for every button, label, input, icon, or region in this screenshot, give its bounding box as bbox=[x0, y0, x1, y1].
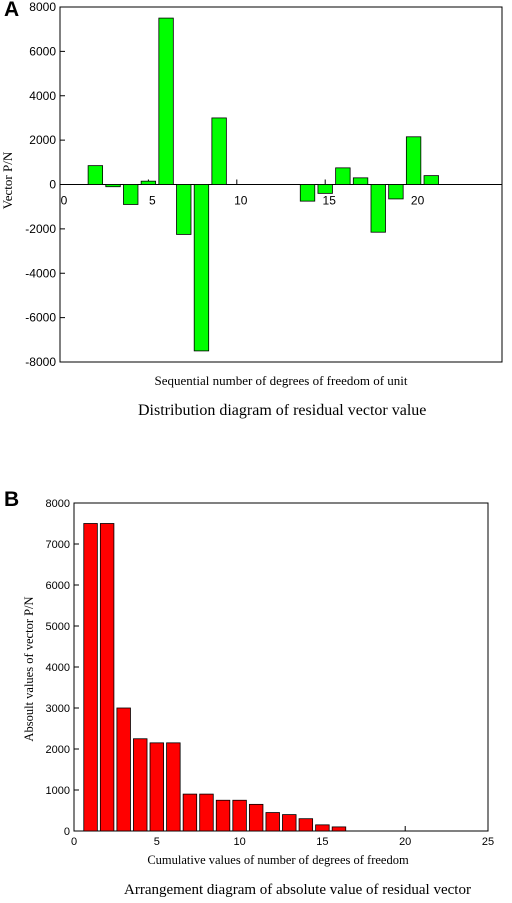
chart-b-bar bbox=[182, 793, 198, 832]
chart-a-bar bbox=[211, 117, 227, 185]
chart-a-y-tick-label: 8000 bbox=[29, 0, 56, 14]
chart-a-bar bbox=[176, 184, 192, 235]
chart-a-bar bbox=[105, 184, 121, 188]
chart-b-y-tick-label: 6000 bbox=[46, 580, 70, 592]
chart-a-y-tick-label: -4000 bbox=[25, 266, 56, 280]
chart-b-y-tick-label: 4000 bbox=[46, 662, 70, 674]
chart-a-bar bbox=[87, 165, 104, 185]
chart-a-x-tick-label: 0 bbox=[61, 194, 68, 208]
chart-b-bar bbox=[282, 814, 297, 832]
chart-b-bar bbox=[248, 803, 264, 832]
chart-b-bar bbox=[232, 799, 247, 832]
chart-b-y-tick-label: 5000 bbox=[46, 621, 70, 633]
chart-b-y-tick-label: 3000 bbox=[46, 703, 70, 715]
chart-b-x-axis-label: Cumulative values of number of degrees o… bbox=[147, 853, 409, 867]
chart-b-bar bbox=[99, 523, 115, 832]
chart-a-bar bbox=[158, 17, 174, 185]
chart-a-x-tick-label: 20 bbox=[411, 194, 425, 208]
chart-b-x-tick-label: 20 bbox=[399, 836, 411, 848]
chart-a-y-tick-label: 6000 bbox=[29, 44, 56, 58]
chart-b-x-tick-label: 25 bbox=[482, 836, 494, 848]
panel-b-caption: Arrangement diagram of absolute value of… bbox=[124, 882, 471, 898]
chart-a-x-axis-label: Sequential number of degrees of freedom … bbox=[154, 373, 407, 388]
chart-a-bar bbox=[140, 180, 157, 185]
chart-b-y-tick-label: 1000 bbox=[46, 785, 70, 797]
chart-a-y-tick-label: -2000 bbox=[25, 222, 56, 236]
chart-a-x-tick-label: 10 bbox=[234, 194, 248, 208]
chart-a-x-tick-label: 5 bbox=[149, 194, 156, 208]
chart-a-bar bbox=[388, 184, 404, 200]
chart-a-bar bbox=[405, 136, 422, 185]
chart-a-bar bbox=[423, 175, 439, 185]
chart-b: 0 1000 2000 3000 4000 5000 6000 7000 8000 0 5 10 15 2… bbox=[22, 498, 494, 867]
chart-b-bar bbox=[116, 707, 131, 832]
chart-a-bar bbox=[193, 184, 210, 352]
chart-a-x-tick-label: 15 bbox=[323, 194, 337, 208]
chart-b-x-tick-label: 0 bbox=[71, 836, 77, 848]
chart-b-bar bbox=[215, 799, 231, 832]
chart-b-bar bbox=[331, 826, 347, 832]
panel-a-caption: Distribution diagram of residual vector … bbox=[138, 402, 427, 419]
panel-a-letter: A bbox=[4, 0, 20, 21]
chart-b-x-tick-label: 10 bbox=[233, 836, 245, 848]
chart-a-bar bbox=[370, 184, 386, 233]
chart-a-bar bbox=[352, 177, 369, 185]
chart-a-bar bbox=[335, 167, 351, 185]
chart-b-bar bbox=[83, 523, 98, 832]
chart-b-bar bbox=[315, 824, 330, 832]
chart-a: -8000 -6000 -4000 -2000 0 2000 4000 6000 8000 0 5 1… bbox=[0, 0, 503, 388]
chart-a-y-tick-label: -6000 bbox=[25, 311, 56, 325]
chart-b-x-tick-label: 15 bbox=[316, 836, 328, 848]
chart-b-bar bbox=[133, 738, 148, 832]
chart-b-bar bbox=[298, 818, 314, 832]
chart-b-y-tick-label: 0 bbox=[64, 826, 70, 838]
chart-b-y-tick-label: 7000 bbox=[46, 539, 70, 551]
chart-a-bar bbox=[317, 184, 333, 194]
chart-b-bar bbox=[199, 793, 214, 832]
chart-b-bar bbox=[166, 742, 181, 832]
chart-a-y-tick-label: 2000 bbox=[29, 133, 56, 147]
panel-b-letter: B bbox=[4, 488, 20, 511]
chart-a-bar bbox=[299, 184, 316, 202]
chart-a-y-axis-label: Vector P/N bbox=[0, 151, 15, 209]
chart-b-x-tick-label: 5 bbox=[154, 836, 160, 848]
chart-b-y-tick-label: 8000 bbox=[46, 498, 70, 510]
chart-a-y-tick-label: 0 bbox=[49, 178, 56, 192]
chart-b-y-axis-label: Absoult values of vector P/N bbox=[22, 596, 36, 741]
chart-a-bar bbox=[123, 184, 139, 205]
chart-a-y-tick-label: -8000 bbox=[25, 355, 56, 369]
chart-b-y-tick-label: 2000 bbox=[46, 744, 70, 756]
chart-b-bar bbox=[265, 812, 280, 832]
chart-a-y-tick-label: 4000 bbox=[29, 89, 56, 103]
chart-b-bar bbox=[149, 742, 164, 832]
